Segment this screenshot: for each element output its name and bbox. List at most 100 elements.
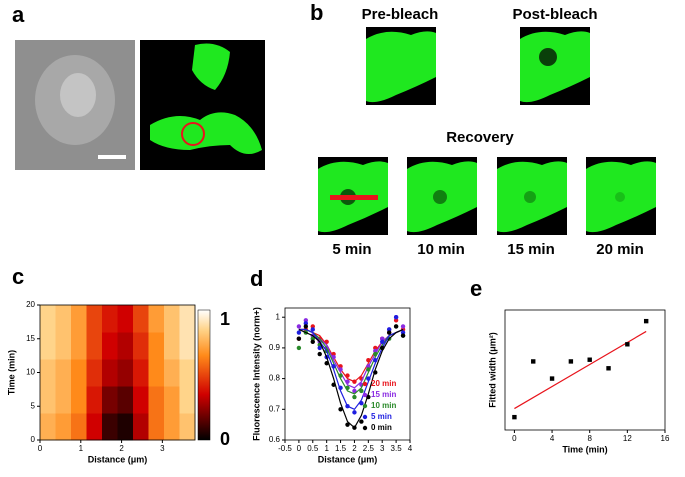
heatmap-cell bbox=[133, 413, 149, 441]
data-point bbox=[303, 318, 309, 323]
colorbar bbox=[197, 309, 211, 441]
heatmap-cell bbox=[102, 332, 118, 360]
colorbar-tick-label: 0 bbox=[220, 429, 230, 449]
data-point bbox=[310, 324, 315, 329]
image-title: Recovery bbox=[446, 129, 514, 146]
heatmap-cell bbox=[55, 332, 72, 360]
x-tick-label: 0 bbox=[38, 444, 43, 453]
heatmap-cell bbox=[40, 332, 56, 360]
image-title: Pre-bleach bbox=[362, 6, 439, 23]
y-tick-label: 0.7 bbox=[269, 404, 281, 413]
heatmap-cell bbox=[164, 305, 180, 333]
y-tick-label: 0.8 bbox=[269, 374, 281, 383]
data-point bbox=[380, 336, 385, 341]
panel-label: c bbox=[12, 264, 24, 289]
data-point bbox=[393, 324, 399, 329]
x-tick-label: 12 bbox=[623, 434, 632, 443]
time-label: 20 min bbox=[596, 241, 644, 258]
y-tick-label: 0 bbox=[31, 435, 36, 444]
heatmap-cell bbox=[117, 386, 134, 414]
panel-label: e bbox=[470, 276, 482, 301]
post-bleach-image bbox=[520, 27, 590, 105]
x-tick-label: 3 bbox=[160, 444, 165, 453]
heatmap-cell bbox=[102, 413, 118, 441]
legend-label: 0 min bbox=[371, 423, 392, 432]
legend-marker bbox=[362, 425, 368, 431]
data-point bbox=[549, 376, 555, 381]
x-tick-label: 3 bbox=[380, 444, 385, 453]
data-point bbox=[296, 336, 302, 341]
data-point bbox=[317, 351, 322, 357]
recovery-image bbox=[586, 157, 656, 235]
data-point bbox=[359, 419, 364, 424]
heatmap-cell bbox=[117, 359, 134, 387]
y-axis-label: Fluorescence Intensity (norm+) bbox=[251, 307, 261, 441]
x-axis-label: Time (min) bbox=[562, 444, 607, 454]
data-point bbox=[303, 321, 309, 326]
data-point bbox=[386, 327, 392, 332]
time-label: 5 min bbox=[332, 241, 371, 258]
x-tick-label: 16 bbox=[661, 434, 670, 443]
x-axis-label: Distance (μm) bbox=[318, 454, 378, 464]
x-tick-label: 3.5 bbox=[391, 444, 403, 453]
y-axis-label: Time (min) bbox=[6, 350, 16, 395]
x-tick-label: 2 bbox=[119, 444, 124, 453]
heatmap-cell bbox=[117, 413, 134, 441]
y-tick-label: 5 bbox=[31, 401, 36, 410]
heatmap-cell bbox=[71, 413, 87, 441]
data-point bbox=[310, 339, 315, 344]
plot-frame bbox=[504, 309, 666, 431]
heatmap-cell bbox=[86, 332, 103, 360]
data-point bbox=[310, 327, 315, 332]
heatmap-cell bbox=[179, 305, 196, 333]
x-tick-label: -0.5 bbox=[278, 444, 292, 453]
plot-frame bbox=[284, 307, 411, 441]
image-title: Post-bleach bbox=[512, 6, 597, 23]
heatmap-cell bbox=[164, 386, 180, 414]
heatmap-cell bbox=[148, 386, 165, 414]
x-tick-label: 0.5 bbox=[307, 444, 319, 453]
heatmap-cell bbox=[179, 359, 196, 387]
recovery-image bbox=[497, 157, 567, 235]
fit-line bbox=[298, 328, 404, 429]
heatmap-cell bbox=[86, 413, 103, 441]
fit-line bbox=[514, 330, 647, 410]
heatmap-cell bbox=[71, 305, 87, 333]
heatmap-cell bbox=[102, 386, 118, 414]
x-tick-label: 1 bbox=[79, 444, 84, 453]
data-point bbox=[393, 318, 399, 323]
x-tick-label: 1.5 bbox=[335, 444, 347, 453]
colorbar-tick-label: 1 bbox=[220, 309, 230, 329]
heatmap-cell bbox=[71, 359, 87, 387]
data-point bbox=[352, 410, 357, 415]
heatmap-cell bbox=[117, 332, 134, 360]
data-point bbox=[345, 422, 350, 427]
x-tick-label: 0 bbox=[297, 444, 302, 453]
data-point bbox=[359, 388, 364, 394]
x-tick-label: 8 bbox=[587, 434, 592, 443]
data-point bbox=[400, 324, 406, 329]
x-tick-label: 0 bbox=[512, 434, 517, 443]
heatmap-cell bbox=[102, 359, 118, 387]
x-tick-label: 2 bbox=[352, 444, 357, 453]
y-tick-label: 15 bbox=[26, 334, 35, 343]
pre-bleach-image bbox=[366, 27, 436, 105]
time-label: 15 min bbox=[507, 241, 555, 258]
heatmap-cell bbox=[179, 332, 196, 360]
heatmap-cell bbox=[133, 332, 149, 360]
legend-marker bbox=[362, 414, 368, 420]
x-tick-label: 4 bbox=[408, 444, 413, 453]
y-tick-label: 1 bbox=[276, 312, 281, 321]
panel-label: a bbox=[12, 2, 25, 27]
heatmap-cell bbox=[40, 413, 56, 441]
heatmap-cell bbox=[117, 305, 134, 333]
legend-marker bbox=[362, 392, 368, 398]
heatmap-cell bbox=[86, 305, 103, 333]
legend-label: 15 min bbox=[371, 390, 396, 399]
heatmap-cell bbox=[86, 386, 103, 414]
fit-line bbox=[298, 328, 404, 411]
heatmap-cell bbox=[148, 305, 165, 333]
data-point bbox=[296, 345, 302, 351]
heatmap-cell bbox=[40, 359, 56, 387]
y-tick-label: 0.6 bbox=[269, 435, 281, 444]
